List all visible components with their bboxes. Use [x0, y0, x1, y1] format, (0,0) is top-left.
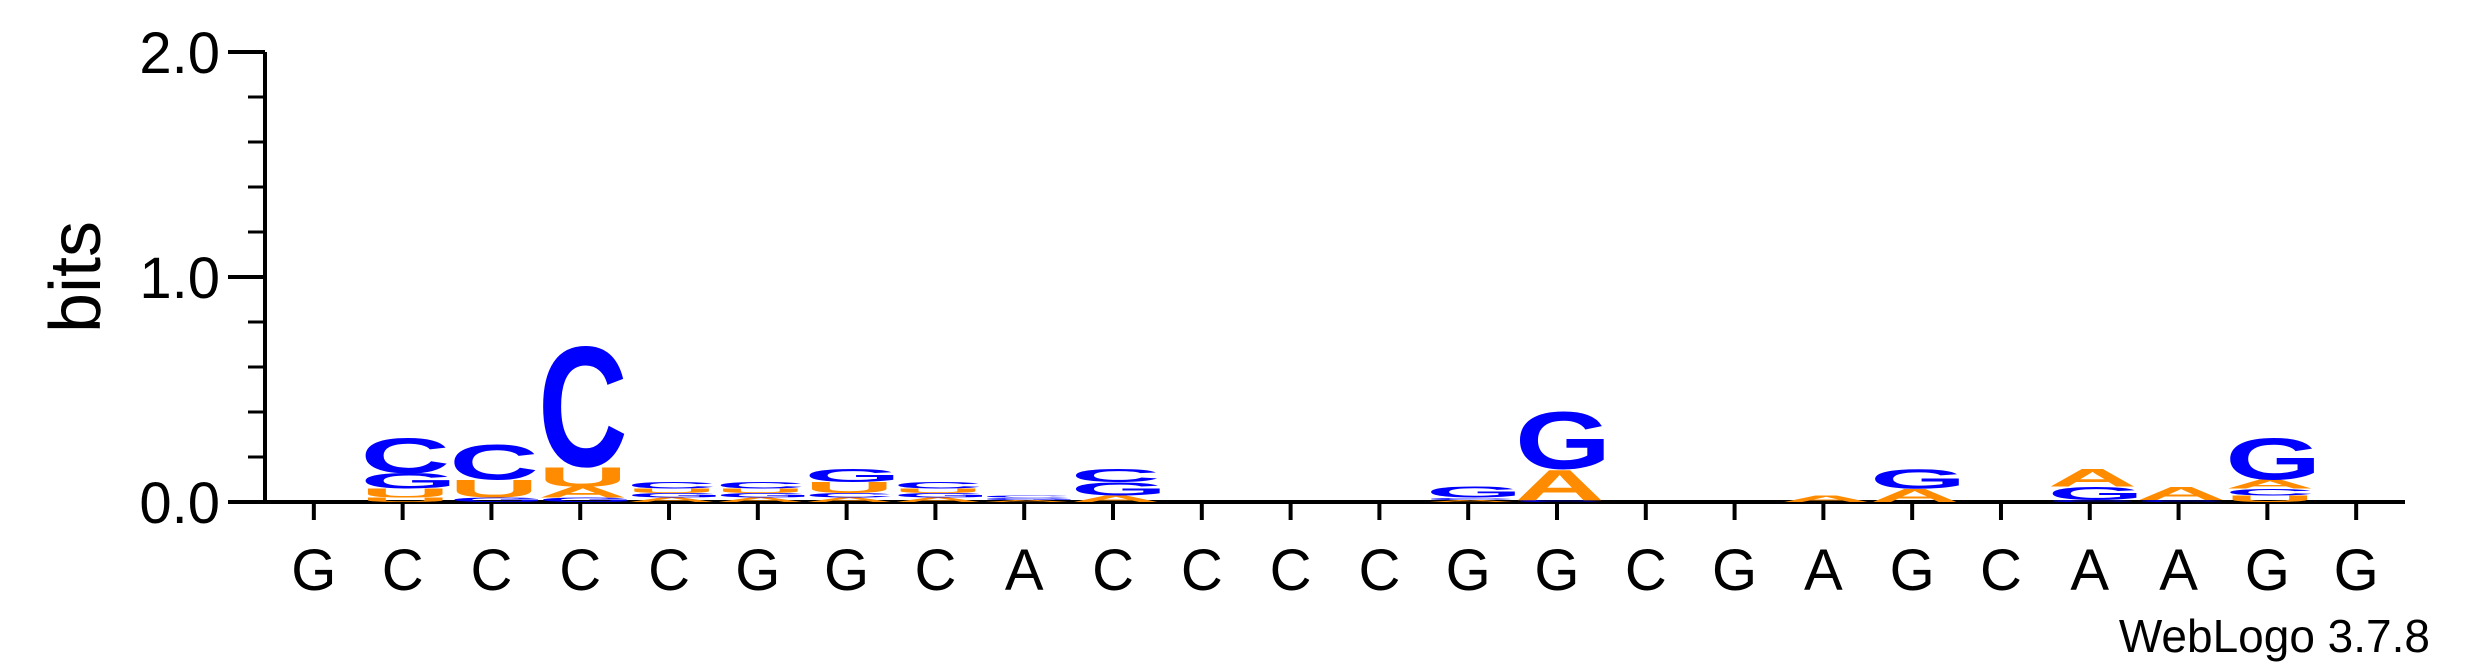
logo-letter-G: G	[627, 492, 724, 499]
logo-letter-A: A	[1781, 493, 1871, 504]
logo-letter-A: A	[716, 496, 806, 503]
logo-letter-C: C	[2136, 499, 2226, 502]
logo-letter-A: A	[2048, 464, 2138, 492]
logo-letter-C: C	[804, 492, 894, 499]
logo-letter-G: G	[982, 497, 1078, 500]
logo-letter-C: C	[449, 435, 539, 491]
logo-letter-G: G	[1515, 395, 1611, 486]
logo-letter-G: G	[1071, 478, 1167, 499]
position-label: G	[291, 538, 336, 603]
logo-letter-U: U	[804, 479, 894, 496]
logo-letter-A: A	[1870, 485, 1960, 506]
logo-letter-U: U	[627, 487, 717, 494]
logo-letter-U: U	[893, 487, 983, 494]
logo-letter-U: U	[449, 475, 539, 503]
logo-letter-C: C	[2225, 487, 2315, 498]
position-label: C	[1358, 538, 1400, 603]
y-tick-label-bottom: 0.0	[139, 471, 220, 536]
logo-letter-U: U	[360, 496, 450, 503]
logo-letter-C: C	[893, 480, 983, 491]
logo-letter-A: A	[804, 496, 894, 503]
logo-letter-G: G	[538, 496, 635, 503]
position-label: A	[1005, 538, 1044, 603]
x-axis-ticks	[311, 502, 2359, 520]
logo-letter-A: A	[982, 499, 1072, 502]
position-label: C	[1625, 538, 1667, 603]
logo-letter-U: U	[538, 461, 628, 492]
logo-letter-U: U	[2225, 493, 2315, 504]
position-label: G	[824, 538, 869, 603]
position-label: G	[1712, 538, 1757, 603]
position-label: G	[735, 538, 780, 603]
position-label: A	[2070, 538, 2109, 603]
position-label: G	[2334, 538, 2379, 603]
logo-letter-G: G	[804, 465, 900, 486]
position-label: C	[559, 538, 601, 603]
logo-letter-G: G	[2225, 426, 2321, 493]
position-label: C	[1181, 538, 1223, 603]
position-label: G	[1446, 538, 1491, 603]
position-label: C	[1270, 538, 1312, 603]
y-axis-title: bits	[36, 221, 116, 333]
y-tick-label-mid: 1.0	[139, 246, 220, 311]
logo-letter-G: G	[716, 492, 813, 499]
position-label: G	[1890, 538, 1935, 603]
logo-letter-C: C	[716, 480, 806, 491]
logo-letter-G: G	[449, 496, 546, 503]
logo-letter-U: U	[716, 487, 806, 494]
position-label: G	[2245, 538, 2290, 603]
logo-letter-U: U	[360, 486, 450, 500]
logo-letter-C: C	[360, 428, 450, 484]
logo-letter-A: A	[893, 496, 983, 503]
logo-letter-C: C	[2048, 499, 2138, 502]
y-tick-label-top: 2.0	[139, 21, 220, 86]
logo-letter-A: A	[1515, 460, 1605, 509]
position-label: C	[914, 538, 956, 603]
position-label: C	[648, 538, 690, 603]
logo-letter-C: C	[1426, 497, 1516, 500]
logo-letter-G: G	[360, 469, 456, 494]
logo-letter-C: C	[1515, 499, 1605, 502]
position-label: C	[1980, 538, 2022, 603]
logo-letter-G: G	[1426, 483, 1522, 500]
logo-letter-A: A	[2225, 477, 2315, 491]
logo-letter-C: C	[1071, 465, 1161, 486]
y-axis-ticks	[228, 50, 265, 504]
logo-letter-C: C	[982, 495, 1072, 498]
logo-letter-A: A	[2136, 483, 2226, 504]
position-label: C	[382, 538, 424, 603]
position-label: C	[1092, 538, 1134, 603]
logo-letter-A: A	[627, 496, 717, 503]
position-label: G	[1534, 538, 1579, 603]
position-label: A	[2159, 538, 2198, 603]
position-label: A	[1804, 538, 1843, 603]
logo-letter-A: A	[1426, 499, 1516, 502]
logo-letter-G: G	[893, 492, 990, 499]
logo-letter-C: C	[627, 480, 717, 491]
logo-letter-A: A	[1071, 493, 1161, 504]
logo-letter-A: A	[538, 483, 628, 500]
logo-letter-C: C	[538, 310, 628, 503]
logo-letter-G: G	[2048, 483, 2144, 504]
weblogo-credit: WebLogo 3.7.8	[2119, 610, 2430, 662]
logo-letter-G: G	[1870, 463, 1967, 494]
position-label: C	[470, 538, 512, 603]
